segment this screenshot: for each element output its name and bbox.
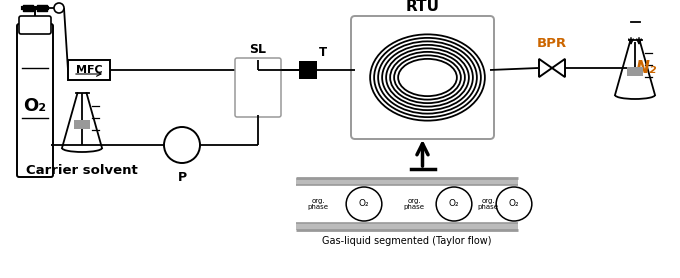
Text: N₂: N₂	[636, 59, 657, 77]
Ellipse shape	[436, 187, 472, 221]
Text: BPR: BPR	[537, 37, 567, 50]
FancyBboxPatch shape	[627, 67, 643, 76]
FancyBboxPatch shape	[296, 178, 518, 185]
FancyBboxPatch shape	[296, 223, 518, 230]
FancyBboxPatch shape	[74, 120, 90, 129]
Text: P: P	[177, 171, 186, 184]
FancyBboxPatch shape	[351, 16, 494, 139]
FancyBboxPatch shape	[235, 58, 281, 117]
Text: O₂: O₂	[23, 97, 46, 115]
Text: MFC: MFC	[75, 65, 102, 75]
Text: T: T	[319, 46, 327, 59]
Polygon shape	[552, 59, 565, 77]
Text: Gas-liquid segmented (Taylor flow): Gas-liquid segmented (Taylor flow)	[322, 236, 492, 246]
Text: org.
phase: org. phase	[403, 197, 424, 210]
FancyBboxPatch shape	[68, 60, 110, 80]
Text: org.
phase: org. phase	[477, 197, 498, 210]
Polygon shape	[539, 59, 552, 77]
Ellipse shape	[346, 187, 382, 221]
Circle shape	[164, 127, 200, 163]
FancyBboxPatch shape	[19, 16, 51, 34]
Circle shape	[54, 3, 64, 13]
Text: O₂: O₂	[358, 200, 369, 208]
Text: Carrier solvent: Carrier solvent	[26, 164, 138, 177]
Ellipse shape	[496, 187, 532, 221]
Text: O₂: O₂	[509, 200, 520, 208]
FancyBboxPatch shape	[299, 61, 317, 79]
Text: org.
phase: org. phase	[307, 197, 328, 210]
Text: SL: SL	[250, 43, 267, 56]
Text: O₂: O₂	[449, 200, 459, 208]
FancyBboxPatch shape	[17, 24, 53, 177]
Text: RTU: RTU	[405, 0, 439, 14]
